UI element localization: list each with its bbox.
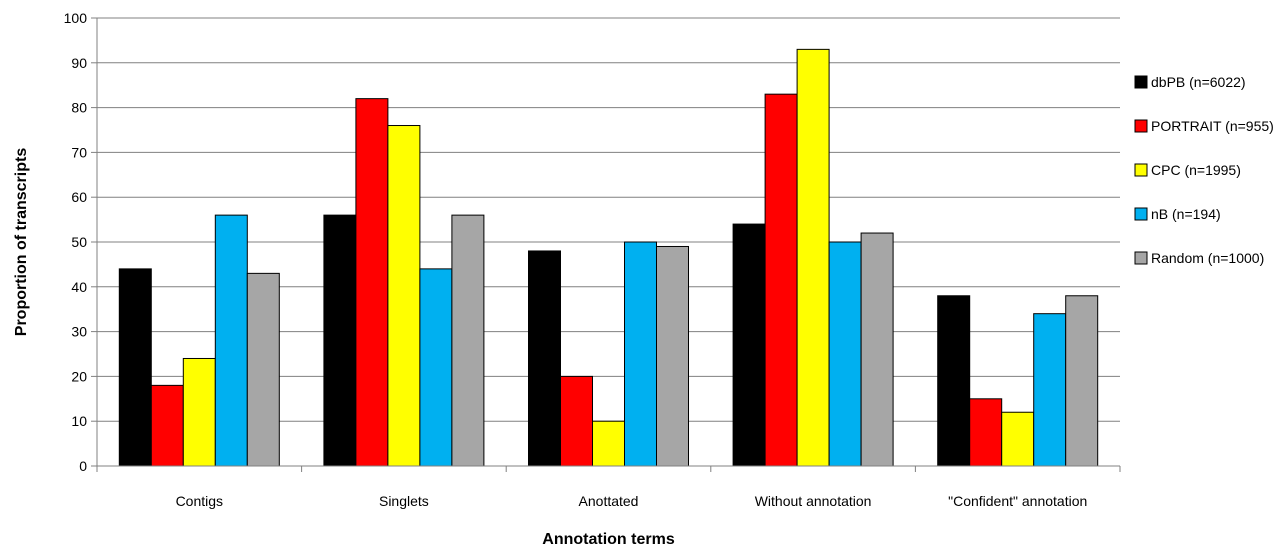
category-label: Contigs [176, 493, 223, 509]
bar [828, 241, 862, 467]
bar [560, 375, 593, 467]
bar [150, 384, 184, 467]
x-axis-title: Annotation terms [542, 531, 675, 548]
y-tick-label: 60 [71, 189, 87, 205]
y-tick-label: 40 [71, 279, 87, 295]
bar [182, 357, 216, 467]
legend-label: nB (n=194) [1151, 206, 1221, 222]
bar [118, 268, 152, 467]
category-label: "Confident" annotation [948, 493, 1087, 509]
legend-swatch [1134, 207, 1148, 221]
legend-swatch [1134, 119, 1148, 133]
bar [387, 125, 421, 467]
bar [969, 398, 1003, 467]
category-label: Anottated [579, 493, 639, 509]
legend-swatch [1134, 251, 1148, 265]
bar [323, 214, 357, 467]
legend-label: PORTRAIT (n=955) [1151, 118, 1274, 134]
y-tick-label: 70 [71, 144, 87, 160]
bars [118, 48, 1099, 467]
bar [214, 214, 248, 467]
y-axis-title: Proportion of transcripts [13, 148, 30, 337]
y-tick-label: 30 [71, 324, 87, 340]
category-labels: Contigs Singlets Anottated Without annotati… [96, 466, 1121, 509]
bar [656, 245, 689, 467]
bar [1065, 295, 1099, 467]
y-tick-label: 50 [71, 234, 87, 250]
bar [937, 295, 971, 467]
legend-label: CPC (n=1995) [1151, 162, 1241, 178]
category-label: Without annotation [755, 493, 872, 509]
bar [732, 223, 766, 467]
legend-swatch [1134, 75, 1148, 89]
bar [592, 420, 625, 467]
y-tick-label: 80 [71, 100, 87, 116]
legend-label: dbPB (n=6022) [1151, 74, 1246, 90]
bar [624, 241, 657, 467]
y-tick-label: 90 [71, 55, 87, 71]
legend: dbPB (n=6022) PORTRAIT (n=955) CPC (n=1995… [1134, 74, 1274, 266]
bar [451, 214, 485, 467]
y-tick-label: 10 [71, 413, 87, 429]
bar [528, 250, 561, 467]
legend-label: Random (n=1000) [1151, 250, 1264, 266]
bar [1033, 313, 1067, 467]
bar [796, 48, 830, 467]
bar [860, 232, 894, 467]
y-tick-labels: 0 10 20 30 40 50 60 70 80 90 100 [64, 10, 97, 474]
legend-swatch [1134, 163, 1148, 177]
y-tick-label: 0 [79, 458, 87, 474]
y-tick-label: 100 [64, 10, 88, 26]
bar [764, 93, 798, 467]
bar [246, 272, 280, 467]
bar [355, 98, 389, 467]
bar [419, 268, 453, 467]
category-label: Singlets [379, 493, 429, 509]
y-tick-label: 20 [71, 368, 87, 384]
bar [1001, 411, 1035, 467]
